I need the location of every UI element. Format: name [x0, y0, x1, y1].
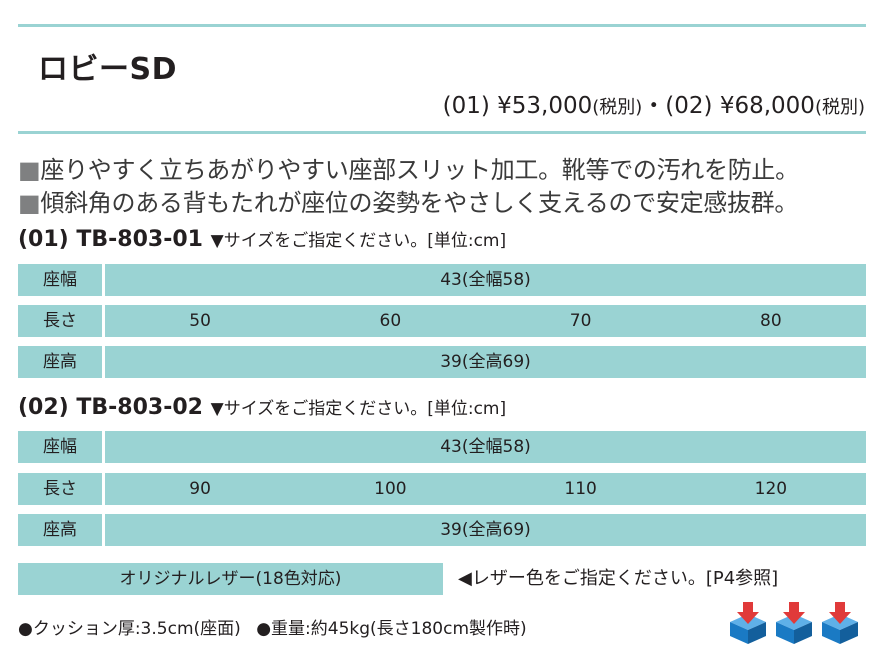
cushion-box-icon: [822, 602, 858, 644]
model-heading-01: (01) TB-803-01 ▼サイズをご指定ください。[単位:cm]: [18, 226, 506, 252]
top-rule: [18, 24, 866, 27]
spec-row-length: 長さ 90 100 110 120: [18, 473, 866, 505]
leather-label: オリジナルレザー(18色対応): [18, 563, 443, 595]
cushion-box-icon: [776, 602, 812, 644]
row-value: 39(全高69): [440, 352, 531, 372]
cushion-spec: ●クッション厚:3.5cm(座面): [18, 619, 241, 639]
row-value: 43(全幅58): [440, 437, 531, 457]
price-code-02: (02): [665, 93, 713, 119]
mid-rule: [18, 131, 866, 134]
spec-row-length: 長さ 50 60 70 80: [18, 305, 866, 337]
price-separator: ・: [642, 93, 666, 119]
row-label: 座高: [43, 520, 77, 540]
row-divider: [102, 431, 105, 463]
row-value: 43(全幅58): [440, 270, 531, 290]
size-note: ▼サイズをご指定ください。[単位:cm]: [210, 399, 507, 419]
model-code: (02) TB-803-02: [18, 395, 203, 420]
length-option: 110: [564, 479, 597, 499]
spec-row-seat-height: 座高 39(全高69): [18, 514, 866, 546]
spec-row-seat-height: 座高 39(全高69): [18, 346, 866, 378]
length-option: 120: [754, 479, 788, 499]
length-option: 90: [189, 479, 211, 499]
price-tax-01: (税別): [592, 97, 643, 118]
row-label: 長さ: [43, 311, 77, 331]
spec-row-seat-width: 座幅 43(全幅58): [18, 264, 866, 296]
row-label: 座高: [43, 352, 77, 372]
length-options: 90 100 110 120: [105, 473, 866, 505]
cushion-box-icon: [730, 602, 766, 644]
feature-line-1: ■座りやすく立ちあがりやすい座部スリット加工。靴等での汚れを防止。: [18, 150, 799, 185]
row-divider: [102, 305, 105, 337]
length-option: 70: [569, 311, 592, 331]
row-value: 39(全高69): [440, 520, 531, 540]
leather-note: ◀レザー色をご指定ください。[P4参照]: [458, 568, 779, 589]
length-option: 60: [379, 311, 402, 331]
model-heading-02: (02) TB-803-02 ▼サイズをご指定ください。[単位:cm]: [18, 394, 506, 420]
length-option: 100: [374, 479, 407, 499]
row-label: 座幅: [43, 437, 77, 457]
product-title: ロビーSD: [38, 52, 178, 87]
spec-footer: ●クッション厚:3.5cm(座面) ●重量:約45kg(長さ180cm製作時): [18, 614, 527, 639]
row-divider: [102, 473, 105, 505]
row-divider: [102, 264, 105, 296]
row-label: 長さ: [43, 479, 77, 499]
length-options: 50 60 70 80: [105, 305, 866, 337]
price-value-02: ¥68,000: [719, 93, 815, 119]
weight-spec: ●重量:約45kg(長さ180cm製作時): [256, 619, 527, 639]
feature-bullet: ■: [18, 189, 41, 217]
feature-text: 座りやすく立ちあがりやすい座部スリット加工。靴等での汚れを防止。: [40, 156, 799, 184]
row-label: 座幅: [43, 270, 77, 290]
price-line: (01) ¥53,000(税別)・(02) ¥68,000(税別): [443, 86, 865, 120]
model-code: (01) TB-803-01: [18, 227, 203, 252]
row-divider: [102, 346, 105, 378]
row-divider: [102, 514, 105, 546]
length-option: 50: [189, 311, 211, 331]
price-code-01: (01): [442, 93, 490, 119]
cushion-icons: [728, 600, 860, 644]
length-option: 80: [760, 311, 782, 331]
feature-text: 傾斜角のある背もたれが座位の姿勢をやさしく支えるので安定感抜群。: [40, 189, 799, 217]
feature-line-2: ■傾斜角のある背もたれが座位の姿勢をやさしく支えるので安定感抜群。: [18, 183, 798, 218]
price-value-01: ¥53,000: [497, 93, 593, 119]
size-note: ▼サイズをご指定ください。[単位:cm]: [210, 231, 507, 251]
price-tax-02: (税別): [814, 97, 865, 118]
spec-row-seat-width: 座幅 43(全幅58): [18, 431, 866, 463]
feature-bullet: ■: [18, 156, 41, 184]
